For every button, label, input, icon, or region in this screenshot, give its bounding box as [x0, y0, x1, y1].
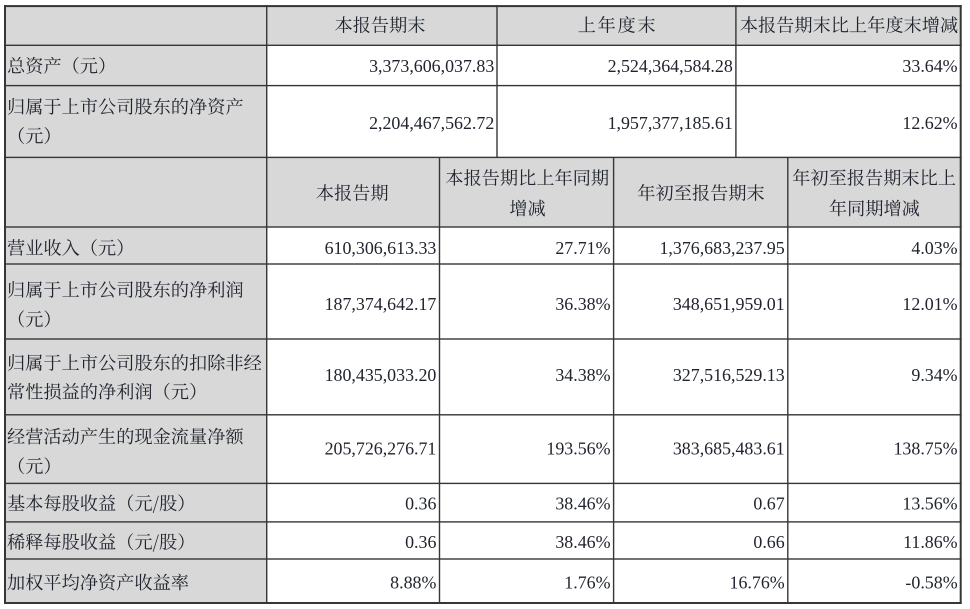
svg-text:4.03%: 4.03% [911, 238, 957, 258]
svg-text:205,726,276.71: 205,726,276.71 [325, 438, 437, 458]
svg-text:327,516,529.13: 327,516,529.13 [673, 365, 785, 385]
svg-text:36.38%: 36.38% [555, 294, 610, 314]
svg-text:0.36: 0.36 [405, 532, 436, 552]
svg-text:2,524,364,584.28: 2,524,364,584.28 [608, 56, 733, 76]
svg-text:348,651,959.01: 348,651,959.01 [673, 294, 785, 314]
svg-text:12.62%: 12.62% [902, 113, 957, 133]
svg-text:180,435,033.20: 180,435,033.20 [325, 365, 437, 385]
svg-text:9.34%: 9.34% [911, 365, 957, 385]
svg-text:-0.58%: -0.58% [905, 573, 957, 593]
svg-text:3,373,606,037.83: 3,373,606,037.83 [369, 56, 494, 76]
svg-text:34.38%: 34.38% [555, 365, 610, 385]
svg-text:1,376,683,237.95: 1,376,683,237.95 [659, 238, 784, 258]
svg-text:11.86%: 11.86% [903, 532, 958, 552]
svg-text:16.76%: 16.76% [730, 573, 785, 593]
svg-text:2,204,467,562.72: 2,204,467,562.72 [369, 113, 494, 133]
svg-text:33.64%: 33.64% [902, 56, 957, 76]
svg-text:27.71%: 27.71% [555, 238, 610, 258]
svg-text:8.88%: 8.88% [390, 573, 436, 593]
svg-text:610,306,613.33: 610,306,613.33 [325, 238, 437, 258]
svg-text:13.56%: 13.56% [902, 494, 957, 514]
svg-text:1.76%: 1.76% [564, 573, 610, 593]
svg-text:193.56%: 193.56% [546, 438, 610, 458]
svg-text:0.67: 0.67 [753, 494, 784, 514]
svg-text:187,374,642.17: 187,374,642.17 [325, 294, 437, 314]
svg-text:0.36: 0.36 [405, 494, 436, 514]
svg-text:12.01%: 12.01% [902, 294, 957, 314]
svg-text:138.75%: 138.75% [893, 438, 957, 458]
svg-text:1,957,377,185.61: 1,957,377,185.61 [608, 113, 733, 133]
svg-text:0.66: 0.66 [753, 532, 784, 552]
svg-text:383,685,483.61: 383,685,483.61 [673, 438, 785, 458]
svg-text:38.46%: 38.46% [555, 532, 610, 552]
svg-text:38.46%: 38.46% [555, 494, 610, 514]
